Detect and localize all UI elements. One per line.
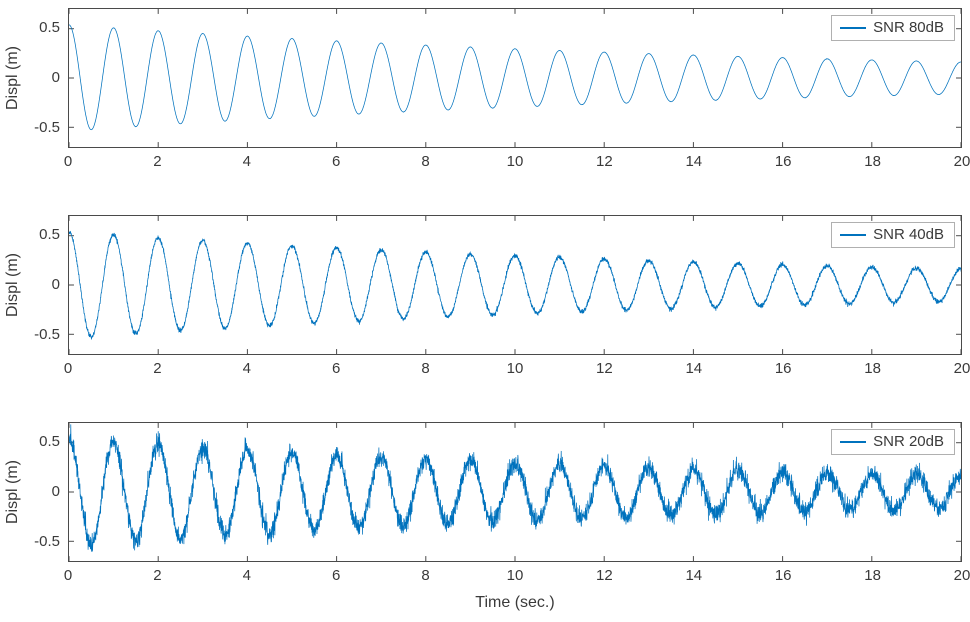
x-tick-label: 20 (953, 567, 970, 584)
x-tick-label: 8 (421, 153, 430, 170)
legend-line-sample (840, 233, 867, 236)
legend-line-sample (840, 440, 867, 443)
x-tick-label: 0 (63, 153, 73, 170)
y-tick-label: -0.5 (34, 119, 60, 136)
x-tick-label: 16 (774, 567, 792, 584)
x-tick-label: 18 (864, 360, 881, 377)
x-tick-label: 14 (685, 567, 703, 584)
x-tick-label: 12 (596, 153, 613, 170)
x-axis-label: Time (sec.) (475, 594, 555, 611)
x-tick-label: 4 (242, 360, 251, 377)
legend: SNR 40dB (831, 222, 955, 248)
chart-panel-snr20: Displ (m) SNR 20dB Time (sec.) -0.5 0 0.5 0… (0, 414, 970, 621)
y-tick-label: 0.5 (39, 433, 60, 450)
legend-label: SNR 80dB (873, 19, 944, 36)
x-tick-label: 18 (864, 567, 881, 584)
y-tick-label: 0.5 (39, 19, 60, 36)
x-tick-label: 6 (332, 567, 341, 584)
x-tick-label: 14 (685, 153, 703, 170)
y-tick-label: 0.5 (39, 226, 60, 243)
x-tick-label: 0 (63, 360, 73, 377)
plot-area (68, 215, 962, 355)
x-tick-label: 0 (63, 567, 73, 584)
y-tick-label: 0 (51, 69, 60, 86)
x-tick-label: 8 (421, 360, 430, 377)
x-tick-label: 4 (242, 153, 251, 170)
x-tick-label: 10 (506, 567, 524, 584)
legend-label: SNR 40dB (873, 226, 944, 243)
x-tick-label: 8 (421, 567, 430, 584)
x-tick-label: 20 (953, 153, 970, 170)
x-tick-label: 20 (953, 360, 970, 377)
y-tick-label: 0 (51, 276, 60, 293)
legend: SNR 80dB (831, 15, 955, 41)
chart-panel-snr80: Displ (m) SNR 80dB -0.5 0 0.5 0 2 4 6 8 10 12 14 16… (0, 0, 970, 207)
legend-label: SNR 20dB (873, 433, 944, 450)
x-tick-label: 14 (685, 360, 703, 377)
y-tick-label: -0.5 (34, 533, 60, 550)
y-tick-label: -0.5 (34, 326, 60, 343)
x-tick-label: 10 (506, 360, 524, 377)
y-tick-label: 0 (51, 483, 60, 500)
x-tick-label: 18 (864, 153, 881, 170)
x-tick-label: 6 (332, 153, 341, 170)
legend: SNR 20dB (831, 429, 955, 455)
x-tick-label: 10 (506, 153, 524, 170)
x-tick-label: 2 (153, 153, 162, 170)
legend-line-sample (840, 26, 867, 29)
x-tick-label: 16 (774, 153, 792, 170)
x-tick-label: 4 (242, 567, 251, 584)
plot-area (68, 8, 962, 148)
x-tick-label: 2 (153, 567, 162, 584)
chart-panel-snr40: Displ (m) SNR 40dB -0.5 0 0.5 0 2 4 6 8 10 12 14 16… (0, 207, 970, 414)
x-tick-label: 12 (596, 360, 613, 377)
x-tick-label: 6 (332, 360, 341, 377)
plot-area (68, 422, 962, 562)
x-tick-label: 2 (153, 360, 162, 377)
x-tick-label: 12 (596, 567, 613, 584)
x-tick-label: 16 (774, 360, 792, 377)
